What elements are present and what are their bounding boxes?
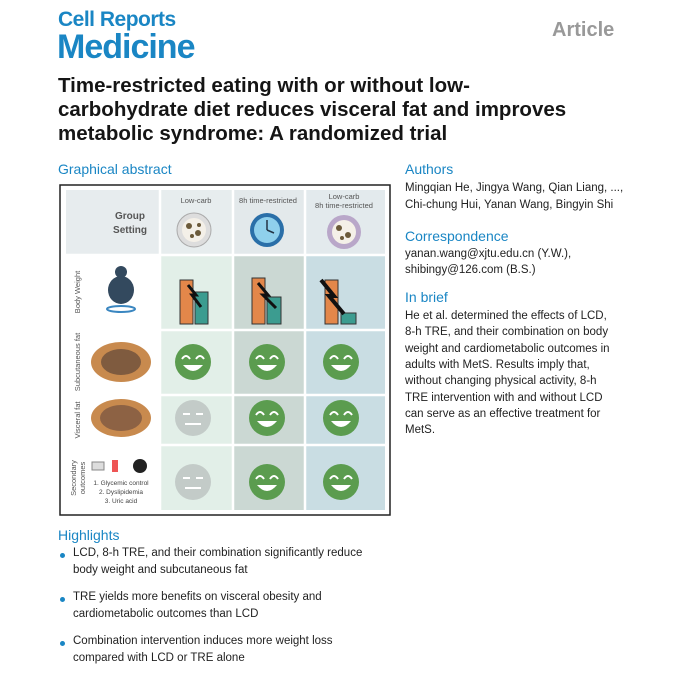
highlight-line: compared with LCD or TRE alone [73,652,245,664]
group-name: Low-carb [181,196,212,205]
brief-line: MetS. [405,424,436,437]
face-part [249,400,285,436]
section-heading: Authors [405,161,454,177]
face-part [329,411,353,416]
outcome: 1. Glycemic control [93,480,149,487]
brief-line: without changing physical activity, 8-h [405,375,597,388]
face-part [175,344,211,380]
title-line: carbohydrate diet reduces visceral fat a… [58,98,567,121]
face-part [257,421,277,427]
group-label: Setting [113,225,147,236]
outcome: 2. Dyslipidemia [99,489,143,496]
correspondence-line: yanan.wang@xjtu.edu.cn (Y.W.), [405,248,572,260]
journal-line1: Cell Reports [58,8,176,31]
title-line: metabolic syndrome: A randomized trial [58,122,448,145]
row-label: Body Weight [73,270,82,313]
face-part [175,464,211,500]
section-heading: Highlights [58,527,120,543]
brief-line: adults with MetS. Results imply that, [405,358,590,371]
correspondence-line: shibingy@126.com (B.S.) [405,264,536,276]
face-part [323,400,359,436]
face-part [255,475,279,480]
row-label: Secondary [69,460,78,496]
face-part [257,365,277,371]
outcome: 3. Uric acid [105,498,138,505]
face-part [183,413,203,425]
highlight-line: Combination intervention induces more we… [73,635,333,647]
brief-line: can serve as an effective treatment for [405,407,601,420]
highlight-line: LCD, 8-h TRE, and their combination sign… [73,547,363,559]
face-part [255,355,279,360]
face-part [249,344,285,380]
group-name: Low-carb [329,192,360,201]
face-part [183,477,203,489]
section-heading: Graphical abstract [58,161,172,177]
face-part [183,365,203,371]
highlight-line: body weight and subcutaneous fat [73,564,248,576]
highlight-line: TRE yields more benefits on visceral obe… [73,591,322,603]
face-part [175,400,211,436]
bullet [60,597,65,602]
face-part [329,355,353,360]
title-line: Time-restricted eating with or without l… [58,74,470,97]
face-part [329,475,353,480]
face-part [331,421,351,427]
face-part [331,485,351,491]
bullet [60,641,65,646]
bullet [60,553,65,558]
group-name: 8h time-restricted [315,201,373,210]
brief-line: He et al. determined the effects of LCD, [405,310,607,322]
highlight-line: cardiometabolic outcomes than LCD [73,608,259,620]
row-label: outcomes [78,461,87,494]
section-heading: In brief [405,289,448,305]
authors-line: Mingqian He, Jingya Wang, Qian Liang, ..… [405,182,624,194]
row-label: Subcutaneous fat [73,332,82,391]
section-heading: Correspondence [405,228,509,244]
face-part [323,344,359,380]
face-part [255,411,279,416]
brief-line: 8-h TRE, and their combination on body [405,326,609,339]
face-part [181,355,205,360]
authors-line: Chi-chung Hui, Yanan Wang, Bingyin Shi [405,199,614,211]
face-part [331,365,351,371]
face-part [249,464,285,500]
group-name: 8h time-restricted [239,196,297,205]
article-type: Article [552,19,615,41]
face-part [257,485,277,491]
journal-line2: Medicine [57,28,195,66]
group-label: Group [115,211,145,222]
row-label: Visceral fat [73,401,82,439]
brief-line: weight and cardiometabolic outcomes in [405,342,610,355]
face-part [323,464,359,500]
brief-line: TRE intervention with and without LCD [405,391,603,404]
